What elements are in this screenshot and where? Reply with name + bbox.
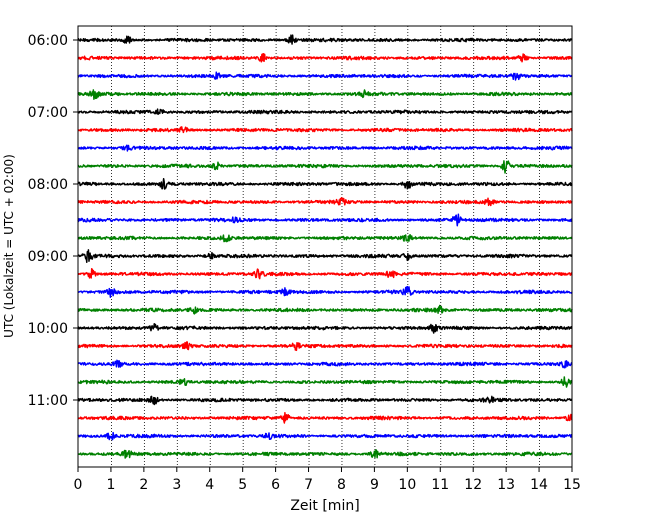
x-tick-label: 13 bbox=[497, 477, 515, 493]
trace-0730 bbox=[77, 144, 573, 152]
trace-series bbox=[77, 34, 573, 459]
x-axis-ticks: 0 1 2 3 4 5 6 7 8 9 10 11 12 13 14 15 bbox=[74, 467, 581, 493]
x-tick-label: 0 bbox=[74, 477, 83, 493]
x-tick-label: 8 bbox=[337, 477, 346, 493]
x-tick-label: 5 bbox=[238, 477, 247, 493]
x-tick-label: 1 bbox=[106, 477, 115, 493]
trace-1115 bbox=[77, 411, 573, 424]
trace-0900 bbox=[77, 249, 573, 264]
trace-1015 bbox=[77, 341, 573, 352]
trace-0815 bbox=[77, 197, 573, 207]
y-tick-label: 07:00 bbox=[28, 105, 68, 121]
x-axis-label: Zeit [min] bbox=[290, 498, 359, 514]
y-tick-label: 11:00 bbox=[28, 393, 68, 409]
trace-1000 bbox=[77, 323, 573, 334]
x-tick-label: 15 bbox=[563, 477, 581, 493]
trace-0645 bbox=[77, 89, 573, 100]
y-tick-label: 06:00 bbox=[28, 33, 68, 49]
trace-1100 bbox=[77, 395, 573, 406]
trace-0700 bbox=[77, 108, 573, 116]
y-tick-label: 09:00 bbox=[28, 249, 68, 265]
trace-0600 bbox=[77, 34, 573, 45]
trace-0945 bbox=[77, 304, 573, 315]
trace-1045 bbox=[77, 376, 573, 388]
x-tick-label: 7 bbox=[304, 477, 313, 493]
y-axis-label: UTC (Lokalzeit = UTC + 02:00) bbox=[2, 154, 16, 338]
x-tick-label: 9 bbox=[370, 477, 379, 493]
y-tick-label: 10:00 bbox=[28, 321, 68, 337]
trace-1130 bbox=[77, 431, 573, 441]
trace-0630 bbox=[77, 71, 573, 81]
trace-0800 bbox=[77, 177, 573, 190]
plot-frame bbox=[77, 25, 573, 468]
y-axis-ticks: 06:00 07:00 08:00 09:00 10:00 11:00 bbox=[28, 33, 78, 409]
x-tick-label: 11 bbox=[431, 477, 449, 493]
trace-1145 bbox=[77, 449, 573, 459]
x-tick-label: 3 bbox=[172, 477, 181, 493]
y-tick-label: 08:00 bbox=[28, 177, 68, 193]
x-tick-label: 10 bbox=[398, 477, 416, 493]
x-tick-label: 12 bbox=[464, 477, 482, 493]
x-tick-label: 6 bbox=[271, 477, 280, 493]
trace-0915 bbox=[77, 267, 573, 280]
trace-1030 bbox=[77, 359, 573, 369]
trace-0830 bbox=[77, 213, 573, 227]
trace-0845 bbox=[77, 233, 573, 243]
x-tick-label: 14 bbox=[530, 477, 548, 493]
trace-0715 bbox=[77, 126, 573, 134]
trace-0930 bbox=[77, 285, 573, 298]
trace-0615 bbox=[77, 53, 573, 63]
trace-0745 bbox=[77, 160, 573, 174]
x-tick-label: 4 bbox=[205, 477, 214, 493]
x-tick-label: 2 bbox=[139, 477, 148, 493]
